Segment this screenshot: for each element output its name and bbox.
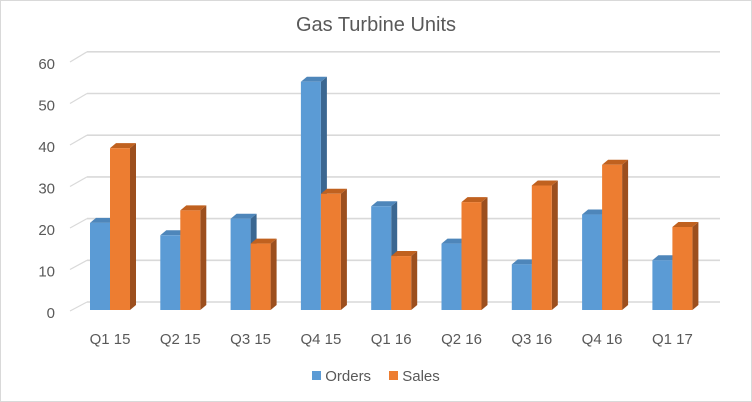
legend-label-sales: Sales [402,368,440,385]
legend-swatch-orders [312,371,322,380]
legend-label-orders: Orders [325,368,372,385]
x-tick-label: Q2 16 [441,331,482,348]
x-axis: Q1 15 Q2 15 Q3 15 Q4 15 Q1 16 Q2 16 Q3 16 Q4 16… [90,331,693,348]
legend-item-orders[interactable]: Orders [312,368,371,385]
gridline-40 [69,134,720,146]
bar-group-q1-16 [371,201,418,310]
x-tick-label: Q4 16 [582,331,623,348]
bar-sales[interactable] [531,180,558,311]
x-tick-label: Q1 16 [371,331,412,348]
y-tick-label: 20 [38,222,55,239]
gridline-50 [69,92,720,105]
bar-group-q3-16 [511,180,558,311]
x-tick-label: Q1 15 [90,331,131,348]
bar-sales[interactable] [461,197,488,310]
bar-sales[interactable] [250,238,277,310]
y-tick-label: 40 [38,139,55,156]
bar-group-q4-15 [300,76,347,310]
bar-sales[interactable] [320,188,347,310]
y-axis: 0 10 20 30 40 50 60 [38,56,55,322]
bar-sales[interactable] [180,205,207,310]
y-tick-label: 60 [38,56,55,73]
bars [90,76,699,311]
legend: Orders Sales [0,368,752,385]
x-tick-label: Q3 16 [511,331,552,348]
bar-group-q1-15 [90,143,136,310]
y-tick-label: 10 [38,264,55,281]
gridline-60 [69,50,720,63]
x-tick-label: Q1 17 [652,331,693,348]
x-tick-label: Q3 15 [230,331,271,348]
x-tick-label: Q2 15 [160,331,201,348]
y-tick-label: 30 [38,181,55,198]
bar-group-q2-16 [441,197,488,310]
legend-swatch-sales [389,371,399,380]
y-tick-label: 0 [47,305,55,322]
legend-item-sales[interactable]: Sales [389,368,440,385]
bar-sales[interactable] [602,159,629,310]
bar-sales[interactable] [391,251,418,310]
bar-group-q2-15 [160,205,207,310]
bar-group-q1-17 [652,222,699,310]
y-tick-label: 50 [38,98,55,115]
x-tick-label: Q4 15 [300,331,341,348]
chart-title: Gas Turbine Units [295,14,457,36]
bar-sales[interactable] [672,222,699,310]
bar-group-q3-15 [230,213,277,310]
bar-group-q4-16 [582,159,629,310]
bar-sales[interactable] [110,143,136,310]
